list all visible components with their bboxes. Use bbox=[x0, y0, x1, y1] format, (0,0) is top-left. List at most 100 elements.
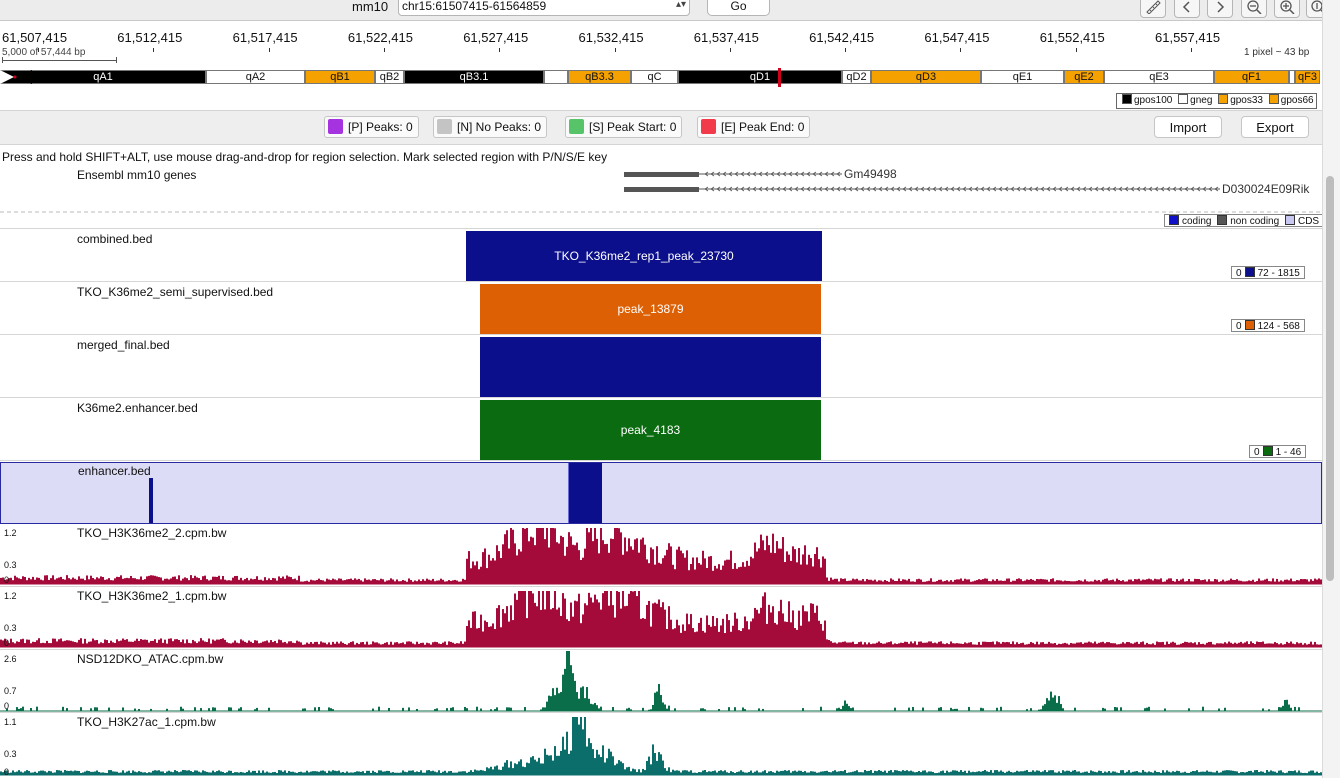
back-icon bbox=[1182, 1, 1190, 13]
locus-input[interactable]: chr15:61507415-61564859 ▴▾ bbox=[398, 0, 690, 16]
ruler-tick bbox=[1075, 48, 1077, 52]
no-peaks-counter[interactable]: [N] No Peaks: 0 bbox=[433, 116, 548, 138]
ideogram-band[interactable]: qD1 bbox=[678, 70, 842, 84]
zoom-in-icon bbox=[1280, 0, 1295, 14]
y-max: 1.2 bbox=[4, 591, 17, 601]
ideogram-band[interactable]: qA1 bbox=[0, 70, 206, 84]
legend-min: 0 bbox=[1254, 447, 1260, 458]
peak-end-label: [E] Peak End: 0 bbox=[721, 120, 805, 134]
legend-gneg: gneg bbox=[1190, 95, 1213, 106]
ideogram-band[interactable]: qB3.1 bbox=[404, 70, 544, 84]
ideogram-legend: gpos100 gneg gpos33 gpos66 bbox=[1116, 93, 1317, 109]
track-tko-h3k36me2-1-bw[interactable]: TKO_H3K36me2_1.cpm.bw 1.2 0.3 0 bbox=[0, 587, 1322, 650]
scale-bar-end-right bbox=[116, 57, 117, 63]
ruler-extent: 5,000 of 57,444 bp bbox=[2, 47, 86, 58]
gene-legend: coding non coding CDS bbox=[1164, 214, 1325, 227]
ruler-tick bbox=[268, 48, 270, 52]
ideogram-band[interactable]: qE2 bbox=[1064, 70, 1104, 84]
y-max: 1.2 bbox=[4, 528, 17, 538]
forward-button[interactable] bbox=[1207, 0, 1233, 18]
ideogram-band[interactable] bbox=[1289, 70, 1295, 84]
ideogram-band[interactable]: qB2 bbox=[375, 70, 404, 84]
gpos33-swatch bbox=[1218, 94, 1229, 104]
ideogram-band[interactable]: qF1 bbox=[1214, 70, 1289, 84]
score-swatch bbox=[1262, 446, 1273, 456]
legend-min: 0 bbox=[1236, 321, 1242, 332]
bed-feature[interactable] bbox=[149, 478, 153, 523]
peaks-counter[interactable]: [P] Peaks: 0 bbox=[324, 116, 419, 138]
back-button[interactable] bbox=[1174, 0, 1200, 18]
gene-name-gm49498[interactable]: Gm49498 bbox=[844, 167, 897, 181]
track-merged-final-bed[interactable]: merged_final.bed bbox=[0, 335, 1322, 398]
ideogram-band[interactable]: qB3.3 bbox=[568, 70, 631, 84]
ideogram-band[interactable]: qF3 bbox=[1295, 70, 1320, 84]
legend-gpos66: gpos66 bbox=[1280, 95, 1314, 106]
bed-feature[interactable] bbox=[568, 463, 602, 523]
ideogram-band[interactable]: qE3 bbox=[1104, 70, 1214, 84]
track-label: combined.bed bbox=[77, 232, 153, 246]
centromere-shape bbox=[0, 70, 32, 84]
ruler-tick-label: 61,532,415 bbox=[578, 30, 644, 45]
ruler-tick bbox=[845, 48, 847, 52]
track-enhancer-bed-selected[interactable]: enhancer.bed bbox=[0, 462, 1322, 524]
genome-label: mm10 bbox=[352, 0, 389, 14]
bed-feature[interactable]: peak_4183 bbox=[480, 400, 821, 460]
ideogram-band[interactable] bbox=[544, 70, 568, 84]
scale-bar bbox=[2, 60, 116, 61]
score-legend: 0 124 - 568 bbox=[1231, 319, 1305, 332]
bed-feature[interactable]: TKO_K36me2_rep1_peak_23730 bbox=[466, 231, 822, 281]
forward-icon bbox=[1217, 1, 1225, 13]
no-peaks-color-swatch bbox=[437, 119, 452, 134]
ruler-tick bbox=[153, 48, 155, 52]
zoom-out-button[interactable] bbox=[1241, 0, 1267, 18]
bed-feature[interactable]: peak_13879 bbox=[480, 284, 821, 334]
ideogram-band[interactable]: qD3 bbox=[871, 70, 981, 84]
y-min: 0 bbox=[4, 701, 10, 711]
cds-swatch bbox=[1284, 215, 1295, 225]
track-nsd12dko-atac-bw[interactable]: NSD12DKO_ATAC.cpm.bw 2.6 0.7 0 bbox=[0, 650, 1322, 713]
zoom-in-button[interactable] bbox=[1274, 0, 1300, 18]
ideogram-band[interactable]: qD2 bbox=[842, 70, 871, 84]
track-label: TKO_K36me2_semi_supervised.bed bbox=[77, 285, 274, 299]
non-coding-swatch bbox=[1217, 215, 1228, 225]
gene-features bbox=[0, 171, 1322, 213]
go-button[interactable]: Go bbox=[707, 0, 770, 16]
legend-range: 72 - 1815 bbox=[1257, 268, 1300, 279]
ideogram-band[interactable]: qC bbox=[631, 70, 678, 84]
legend-range: 124 - 568 bbox=[1257, 321, 1300, 332]
gpos66-swatch bbox=[1268, 94, 1279, 104]
import-button[interactable]: Import bbox=[1154, 116, 1222, 138]
peak-start-counter[interactable]: [S] Peak Start: 0 bbox=[565, 116, 683, 138]
chromosome-ideogram[interactable]: qA1 qA2 qB1 qB2 qB3.1 qB3.3 qC qD1 qD2 qD3 qE1 qE2 q… bbox=[0, 70, 1320, 84]
track-tko-h3k36me2-2-bw[interactable]: TKO_H3K36me2_2.cpm.bw 1.2 0.3 0 bbox=[0, 524, 1322, 587]
track-tko-h3k27ac-1-bw[interactable]: TKO_H3K27ac_1.cpm.bw 1.1 0.3 0 bbox=[0, 713, 1322, 778]
no-peaks-label: [N] No Peaks: 0 bbox=[457, 120, 542, 134]
legend-gpos33: gpos33 bbox=[1230, 95, 1263, 106]
export-button[interactable]: Export bbox=[1241, 116, 1309, 138]
track-k36me2-enhancer-bed[interactable]: K36me2.enhancer.bed peak_4183 0 1 - 46 bbox=[0, 398, 1322, 461]
peak-end-counter[interactable]: [E] Peak End: 0 bbox=[697, 116, 811, 138]
score-legend: 0 1 - 46 bbox=[1249, 445, 1307, 458]
ruler-track[interactable]: 61,507,415 61,512,415 61,517,415 61,522,415… bbox=[0, 21, 1322, 67]
track-ensembl-genes[interactable]: Ensembl mm10 genes Gm49498 D030024E09Rik… bbox=[0, 165, 1325, 229]
gene-name-d030024e09rik[interactable]: D030024E09Rik bbox=[1222, 182, 1310, 196]
track-combined-bed[interactable]: combined.bed TKO_K36me2_rep1_peak_23730 … bbox=[0, 229, 1322, 282]
ruler-tick-label: 61,522,415 bbox=[347, 30, 413, 45]
ideogram-band[interactable]: qE1 bbox=[981, 70, 1064, 84]
ruler-tool-button[interactable] bbox=[1140, 0, 1166, 18]
track-label: TKO_H3K36me2_2.cpm.bw bbox=[77, 526, 227, 540]
ruler-tick-label: 61,527,415 bbox=[463, 30, 529, 45]
peak-end-color-swatch bbox=[701, 119, 716, 134]
ideogram-band[interactable]: qA2 bbox=[206, 70, 305, 84]
chevron-updown-icon[interactable]: ▴▾ bbox=[675, 0, 686, 10]
bed-feature[interactable] bbox=[480, 337, 821, 397]
track-semi-supervised-bed[interactable]: TKO_K36me2_semi_supervised.bed peak_1387… bbox=[0, 282, 1322, 335]
legend-coding: coding bbox=[1182, 216, 1212, 227]
locus-value: chr15:61507415-61564859 bbox=[402, 0, 547, 13]
track-label: K36me2.enhancer.bed bbox=[77, 401, 198, 415]
y-mid: 0.3 bbox=[4, 560, 17, 570]
ideogram-band[interactable]: qB1 bbox=[305, 70, 375, 84]
instruction-text: Press and hold SHIFT+ALT, use mouse drag… bbox=[2, 150, 608, 164]
scrollbar-thumb[interactable] bbox=[1326, 176, 1334, 581]
track-label: TKO_H3K27ac_1.cpm.bw bbox=[77, 715, 216, 729]
